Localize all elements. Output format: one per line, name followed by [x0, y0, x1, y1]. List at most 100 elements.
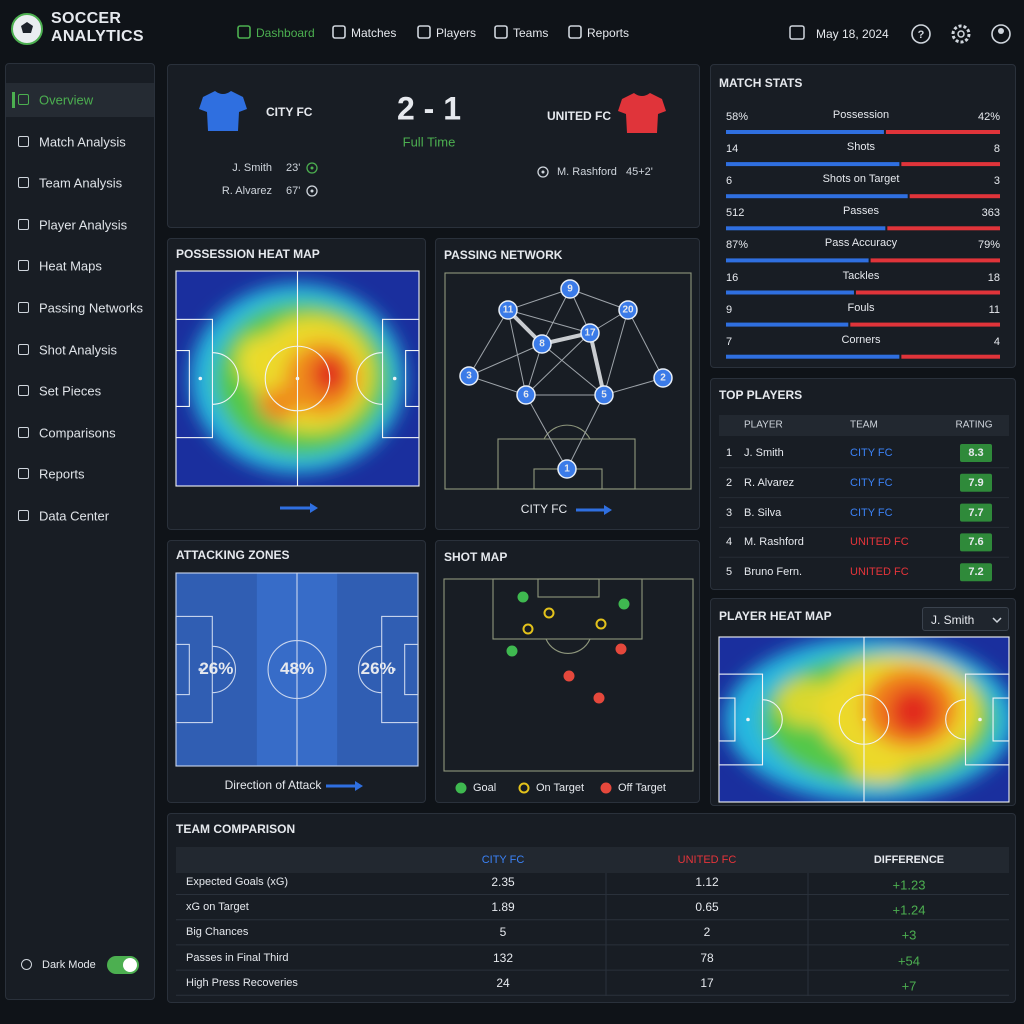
pass-link [468, 343, 543, 377]
sidebar-item[interactable]: Comparisons [39, 425, 116, 441]
sidebar-item[interactable]: Set Pieces [39, 383, 102, 399]
home-team: CITY FC [266, 105, 313, 119]
player-name: Bruno Fern. [744, 566, 803, 579]
pass-link [566, 394, 605, 470]
stat-label: Pass Accuracy [824, 237, 898, 250]
pass-link [468, 309, 509, 377]
panel-title: MATCH STATS [719, 76, 803, 90]
panel-title: PLAYER HEAT MAP [719, 609, 832, 623]
score-graphics [199, 91, 666, 197]
stat-home: 16 [726, 271, 739, 284]
header-graphics: ? [11, 13, 1011, 45]
pitch-line [212, 645, 236, 694]
player-name: M. Rashford [744, 536, 804, 549]
pass-link [507, 309, 527, 396]
shot [593, 692, 605, 704]
column-header: DIFFERENCE [873, 854, 945, 866]
stat-home: 87% [726, 239, 749, 252]
player-team: CITY FC [850, 506, 893, 519]
user-icon[interactable] [991, 24, 1011, 44]
rating: 7.7 [968, 506, 984, 519]
team-caption: CITY FC [520, 502, 568, 516]
column-header: CITY FC [481, 854, 525, 866]
column-header: RATING [955, 419, 993, 431]
stat-away: 79% [977, 239, 1000, 252]
settings-core [957, 30, 965, 38]
sidebar-item[interactable]: Reports [39, 466, 85, 482]
pitch-line [838, 694, 890, 745]
sidebar-item[interactable]: Overview [39, 92, 94, 108]
ball-center [541, 170, 545, 174]
stat-label: Tackles [842, 269, 880, 282]
date: May 18, 2024 [816, 27, 889, 41]
pitch-line [405, 350, 420, 408]
toggle-knob [123, 958, 137, 972]
shot [543, 607, 555, 619]
cell: 2.35 [491, 875, 515, 889]
nav-item[interactable]: Teams [513, 26, 549, 40]
active-highlight [6, 83, 154, 117]
legend-marker [455, 782, 467, 794]
sidebar-icon [18, 385, 29, 397]
pass-link [603, 309, 629, 396]
rating: 7.9 [968, 476, 984, 489]
player-node [532, 334, 552, 354]
pitch-line [718, 697, 736, 742]
sidebar-item[interactable]: Match Analysis [39, 134, 126, 150]
sidebar-item[interactable]: Team Analysis [39, 175, 123, 191]
panel-title: POSSESSION HEAT MAP [176, 247, 320, 261]
attacking-zones [175, 572, 419, 791]
pass-link [569, 288, 629, 311]
stat-away: 42% [977, 111, 1000, 123]
pitch-line [175, 350, 190, 408]
shot [522, 623, 534, 635]
sidebar-item[interactable]: Shot Analysis [39, 342, 118, 358]
help-glyph: ? [918, 29, 925, 41]
sidebar-icon [18, 177, 29, 189]
stat-bar-away [901, 354, 1000, 359]
pitch-line [945, 699, 966, 740]
legend-marker [600, 782, 612, 794]
sidebar-item[interactable]: Player Analysis [39, 217, 128, 233]
help-icon[interactable] [911, 24, 931, 44]
rank: 3 [726, 506, 733, 519]
zone-caption: Direction of Attack [224, 778, 322, 792]
shot [615, 643, 627, 655]
legend-label: Goal [473, 782, 497, 794]
heat-map [175, 270, 420, 513]
sidebar-item[interactable]: Data Center [39, 508, 110, 524]
player-node [580, 323, 600, 343]
scorer-name: J. Smith [232, 162, 272, 174]
nav-item[interactable]: Matches [351, 26, 397, 40]
stat-home: 58% [726, 111, 749, 123]
toggle-label: Dark Mode [42, 959, 96, 971]
player-select[interactable]: J. Smith [922, 607, 1009, 631]
player-number: 8 [539, 338, 545, 350]
shot [563, 670, 575, 682]
shot [517, 591, 529, 603]
nav-item[interactable]: Players [436, 26, 477, 40]
nav-item[interactable]: Reports [587, 26, 630, 40]
logo-ring [11, 13, 43, 45]
nav-item[interactable]: Dashboard [256, 26, 315, 40]
rating: 7.6 [968, 536, 984, 549]
sidebar-item[interactable]: Passing Networks [39, 300, 144, 316]
cell: 78 [700, 950, 714, 965]
pitch-spot [978, 717, 982, 722]
sidebar-item[interactable]: Heat Maps [39, 258, 102, 274]
toggle-switch[interactable] [107, 956, 139, 974]
player-number: 1 [564, 463, 570, 475]
nav-icon [237, 25, 251, 39]
stat-bar-away [909, 194, 1000, 199]
stat-bar-away [887, 226, 1000, 231]
panel-title: SHOT MAP [444, 550, 508, 564]
stat-bar-away [870, 258, 1000, 263]
difference: +7 [901, 978, 917, 994]
settings-icon[interactable] [951, 24, 971, 44]
pass-link [603, 377, 664, 396]
pitch-line [356, 352, 383, 405]
row-label: Passes in Final Third [186, 951, 289, 964]
player-number: 20 [622, 304, 634, 316]
player-node [560, 279, 580, 299]
